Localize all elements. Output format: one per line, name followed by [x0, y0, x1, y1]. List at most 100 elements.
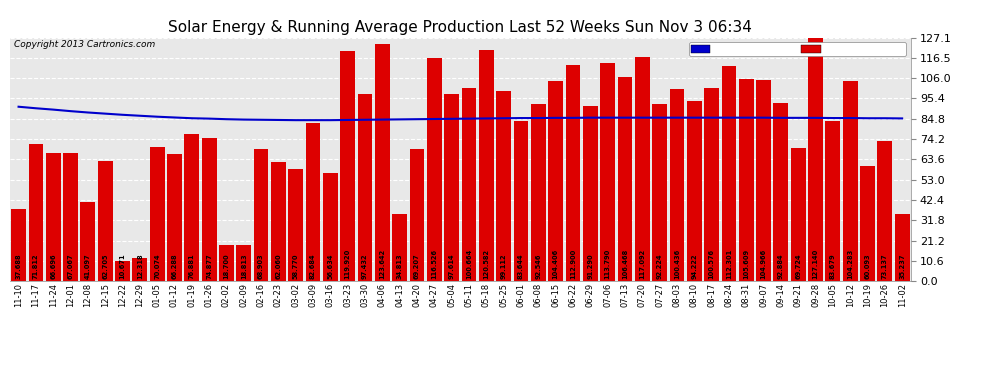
Text: 117.092: 117.092	[640, 249, 645, 279]
Bar	[531, 104, 545, 281]
Text: 10.671: 10.671	[120, 254, 126, 279]
Text: 69.207: 69.207	[414, 254, 420, 279]
Bar	[29, 144, 44, 281]
Bar	[860, 166, 875, 281]
Bar	[773, 103, 788, 281]
Text: 113.790: 113.790	[605, 249, 611, 279]
Text: 123.642: 123.642	[379, 249, 385, 279]
Bar	[184, 134, 199, 281]
Bar	[877, 141, 892, 281]
Bar	[635, 57, 649, 281]
Bar	[392, 214, 407, 281]
Bar	[98, 161, 113, 281]
Bar	[583, 106, 598, 281]
Text: 100.576: 100.576	[709, 249, 715, 279]
Bar	[271, 162, 286, 281]
Bar	[306, 123, 321, 281]
Text: 66.288: 66.288	[171, 254, 177, 279]
Bar	[479, 50, 494, 281]
Text: 62.060: 62.060	[275, 254, 281, 279]
Bar	[167, 154, 182, 281]
Text: 119.920: 119.920	[345, 249, 350, 279]
Bar	[63, 153, 78, 281]
Text: 97.614: 97.614	[448, 254, 454, 279]
Bar	[410, 148, 425, 281]
Bar	[427, 58, 442, 281]
Text: 67.067: 67.067	[67, 254, 73, 279]
Bar	[565, 65, 580, 281]
Bar	[237, 245, 251, 281]
Text: 92.224: 92.224	[656, 254, 662, 279]
Text: 41.097: 41.097	[85, 254, 91, 279]
Bar	[253, 149, 268, 281]
Text: 60.093: 60.093	[864, 254, 870, 279]
Bar	[202, 138, 217, 281]
Text: 100.436: 100.436	[674, 249, 680, 279]
Bar	[756, 80, 771, 281]
Bar	[826, 121, 841, 281]
Text: 112.301: 112.301	[726, 249, 732, 279]
Bar	[548, 81, 563, 281]
Bar	[46, 153, 60, 281]
Legend: Average  (kWh), Weekly  (kWh): Average (kWh), Weekly (kWh)	[689, 42, 906, 56]
Text: 73.137: 73.137	[882, 254, 888, 279]
Text: 104.966: 104.966	[760, 249, 766, 279]
Bar	[11, 209, 26, 281]
Text: 92.546: 92.546	[536, 254, 542, 279]
Text: 66.696: 66.696	[50, 254, 56, 279]
Text: 99.112: 99.112	[501, 254, 507, 279]
Text: 76.881: 76.881	[189, 254, 195, 279]
Title: Solar Energy & Running Average Production Last 52 Weeks Sun Nov 3 06:34: Solar Energy & Running Average Productio…	[168, 20, 752, 35]
Bar	[357, 94, 372, 281]
Bar	[149, 147, 164, 281]
Bar	[461, 88, 476, 281]
Text: Copyright 2013 Cartronics.com: Copyright 2013 Cartronics.com	[15, 40, 155, 49]
Text: 35.237: 35.237	[899, 254, 905, 279]
Bar	[288, 168, 303, 281]
Bar	[652, 104, 667, 281]
Bar	[375, 44, 390, 281]
Text: 69.724: 69.724	[795, 254, 801, 279]
Bar	[669, 88, 684, 281]
Text: 12.318: 12.318	[137, 254, 143, 279]
Bar	[80, 202, 95, 281]
Text: 105.609: 105.609	[743, 249, 749, 279]
Text: 18.700: 18.700	[224, 254, 230, 279]
Bar	[323, 172, 338, 281]
Bar	[219, 245, 234, 281]
Text: 91.290: 91.290	[587, 254, 593, 279]
Bar	[600, 63, 615, 281]
Bar	[687, 100, 702, 281]
Text: 34.813: 34.813	[397, 254, 403, 279]
Bar	[739, 79, 753, 281]
Text: 100.664: 100.664	[466, 249, 472, 279]
Bar	[895, 214, 910, 281]
Bar	[808, 38, 823, 281]
Bar	[341, 51, 355, 281]
Text: 83.644: 83.644	[518, 254, 524, 279]
Text: 127.140: 127.140	[813, 249, 819, 279]
Bar	[133, 258, 148, 281]
Text: 83.679: 83.679	[830, 254, 836, 279]
Text: 104.283: 104.283	[847, 249, 853, 279]
Bar	[722, 66, 737, 281]
Text: 74.877: 74.877	[206, 254, 212, 279]
Bar	[445, 94, 459, 281]
Text: 116.526: 116.526	[432, 249, 438, 279]
Bar	[704, 88, 719, 281]
Text: 56.634: 56.634	[328, 254, 334, 279]
Bar	[496, 91, 511, 281]
Text: 71.812: 71.812	[33, 254, 39, 279]
Text: 97.432: 97.432	[362, 254, 368, 279]
Bar	[514, 121, 529, 281]
Text: 92.884: 92.884	[778, 254, 784, 279]
Bar	[115, 261, 130, 281]
Bar	[791, 147, 806, 281]
Text: 62.705: 62.705	[102, 254, 108, 279]
Text: 70.074: 70.074	[154, 254, 160, 279]
Text: 68.903: 68.903	[258, 254, 264, 279]
Text: 82.684: 82.684	[310, 254, 316, 279]
Bar	[618, 77, 633, 281]
Text: 18.813: 18.813	[241, 254, 247, 279]
Text: 37.688: 37.688	[16, 254, 22, 279]
